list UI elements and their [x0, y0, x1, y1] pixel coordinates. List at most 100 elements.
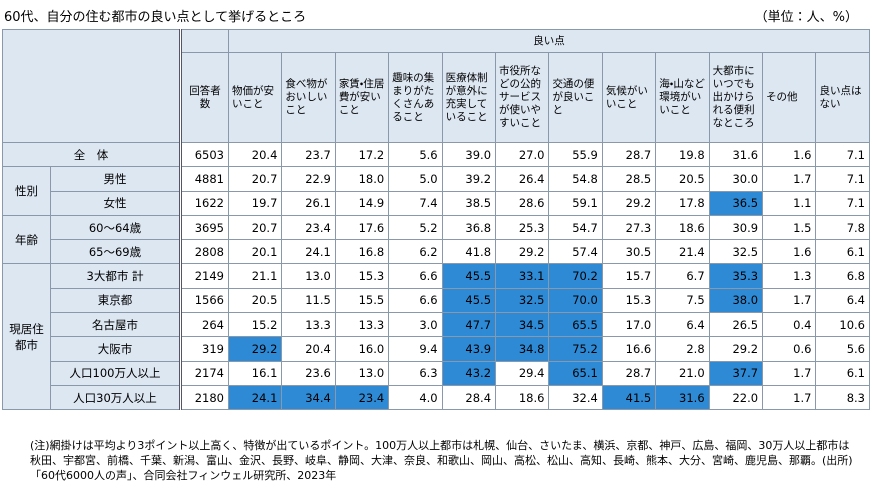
value-cell: 3695 — [179, 214, 229, 241]
value-cell: 28.4 — [441, 384, 497, 411]
value-cell: 6.1 — [815, 239, 870, 265]
row-label: 65～69歳 — [50, 239, 181, 265]
row-label: 3大都市 計 — [50, 263, 181, 289]
value-cell: 13.3 — [281, 312, 336, 338]
value-cell: 45.5 — [441, 287, 497, 314]
value-cell: 25.3 — [495, 214, 550, 241]
value-cell: 7.1 — [815, 190, 870, 216]
value-cell: 31.6 — [655, 384, 710, 411]
row-label: 女性 — [50, 190, 181, 216]
value-cell: 4.0 — [388, 384, 443, 411]
table: 良い点 回答者数 物価が安いこと 食べ物がおいしいこと 家賃・住居費が安いこと 趣味の集ま… — [2, 29, 870, 411]
value-cell: 23.4 — [334, 384, 390, 411]
value-cell: 1.5 — [762, 214, 817, 241]
value-cell: 30.9 — [708, 214, 764, 241]
value-cell: 7.4 — [388, 190, 443, 216]
value-cell: 20.1 — [227, 239, 283, 265]
value-cell: 32.4 — [548, 384, 603, 411]
table-head: 良い点 回答者数 物価が安いこと 食べ物がおいしいこと 家賃・住居費が安いこと 趣味の集ま… — [2, 29, 870, 143]
note: (注)網掛けは平均より3ポイント以上高く、特徴が出ているポイント。100万人以上… — [30, 439, 853, 482]
value-cell: 20.4 — [281, 336, 336, 362]
corner-cell — [2, 29, 181, 143]
value-cell: 6.4 — [815, 287, 870, 314]
value-cell: 23.4 — [281, 214, 336, 241]
value-cell: 45.5 — [441, 263, 497, 289]
group-label: 年齢 — [2, 214, 51, 265]
value-cell: 17.8 — [655, 190, 710, 216]
row-label: 人口30万人以上 — [50, 384, 181, 411]
value-cell: 1.6 — [762, 141, 817, 168]
value-cell: 13.3 — [334, 312, 390, 338]
value-cell: 6.6 — [388, 263, 443, 289]
value-cell: 70.2 — [548, 263, 603, 289]
value-cell: 29.2 — [601, 190, 657, 216]
value-cell: 13.0 — [281, 263, 336, 289]
value-cell: 36.8 — [441, 214, 497, 241]
header-row: 回答者数 物価が安いこと 食べ物がおいしいこと 家賃・住居費が安いこと 趣味の集まりがた… — [3, 52, 870, 143]
value-cell: 6.1 — [815, 360, 870, 386]
value-cell: 65.5 — [548, 312, 603, 338]
value-cell: 1.6 — [762, 239, 817, 265]
value-cell: 4881 — [179, 166, 229, 192]
value-cell: 24.1 — [227, 384, 283, 411]
value-cell: 6503 — [179, 141, 229, 168]
row-label: 男性 — [50, 166, 181, 192]
value-cell: 1.7 — [762, 360, 817, 386]
value-cell: 17.6 — [334, 214, 390, 241]
value-cell: 2180 — [179, 384, 229, 411]
value-cell: 38.0 — [708, 287, 764, 314]
spacer-cell — [179, 29, 229, 53]
value-cell: 54.8 — [548, 166, 603, 192]
value-cell: 28.5 — [601, 166, 657, 192]
value-cell: 0.6 — [762, 336, 817, 362]
value-cell: 43.9 — [441, 336, 497, 362]
data-row: 大阪市 319 29.2 20.4 16.0 9.4 43.9 34.8 75.2 16.6 2.8… — [3, 336, 870, 362]
value-cell: 21.1 — [227, 263, 283, 289]
value-cell: 59.1 — [548, 190, 603, 216]
value-cell: 22.0 — [708, 384, 764, 411]
value-cell: 29.2 — [227, 336, 283, 362]
column-header: 趣味の集まりがたくさんあること — [388, 52, 443, 143]
data-row: 年齢 60～64歳 3695 20.7 23.4 17.6 5.2 36.8 25.3 54.7 2… — [2, 214, 870, 265]
value-cell: 17.2 — [334, 141, 390, 168]
data-row: 65～69歳 2808 20.1 24.1 16.8 6.2 41.8 29.2 57.4 30.… — [3, 239, 870, 265]
data-row: 人口100万人以上 2174 16.1 23.6 13.0 6.3 43.2 29.4 65.1… — [3, 360, 870, 386]
value-cell: 5.0 — [388, 166, 443, 192]
value-cell: 37.7 — [708, 360, 764, 386]
column-header: 回答者数 — [179, 52, 229, 143]
value-cell: 26.5 — [708, 312, 764, 338]
value-cell: 1.1 — [762, 190, 817, 216]
value-cell: 6.6 — [388, 287, 443, 314]
value-cell: 15.3 — [601, 287, 657, 314]
value-cell: 27.3 — [601, 214, 657, 241]
value-cell: 28.6 — [495, 190, 550, 216]
column-header: その他 — [762, 52, 817, 143]
value-cell: 65.1 — [548, 360, 603, 386]
value-cell: 39.2 — [441, 166, 497, 192]
value-cell: 7.8 — [815, 214, 870, 241]
row-label: 人口100万人以上 — [50, 360, 181, 386]
value-cell: 6.4 — [655, 312, 710, 338]
data-row: 現居住都市 3大都市 計 2149 21.1 13.0 15.3 6.6 45.5 33.1 70… — [2, 263, 870, 411]
value-cell: 2808 — [179, 239, 229, 265]
value-cell: 30.5 — [601, 239, 657, 265]
value-cell: 1.7 — [762, 384, 817, 411]
data-row: 東京都 1566 20.5 11.5 15.5 6.6 45.5 32.5 70.0 15.3 7.… — [3, 287, 870, 314]
value-cell: 2.8 — [655, 336, 710, 362]
value-cell: 47.7 — [441, 312, 497, 338]
value-cell: 2174 — [179, 360, 229, 386]
value-cell: 1622 — [179, 190, 229, 216]
value-cell: 5.6 — [815, 336, 870, 362]
column-header: 海・山など環境がいいこと — [655, 52, 710, 143]
value-cell: 18.0 — [334, 166, 390, 192]
data-row: 人口30万人以上 2180 24.1 34.4 23.4 4.0 28.4 18.6 32.4 4… — [3, 384, 870, 411]
value-cell: 1.7 — [762, 166, 817, 192]
value-cell: 26.1 — [281, 190, 336, 216]
value-cell: 41.8 — [441, 239, 497, 265]
group-header: 良い点 — [228, 29, 870, 53]
value-cell: 15.2 — [227, 312, 283, 338]
value-cell: 1.3 — [762, 263, 817, 289]
value-cell: 41.5 — [601, 384, 657, 411]
value-cell: 21.0 — [655, 360, 710, 386]
